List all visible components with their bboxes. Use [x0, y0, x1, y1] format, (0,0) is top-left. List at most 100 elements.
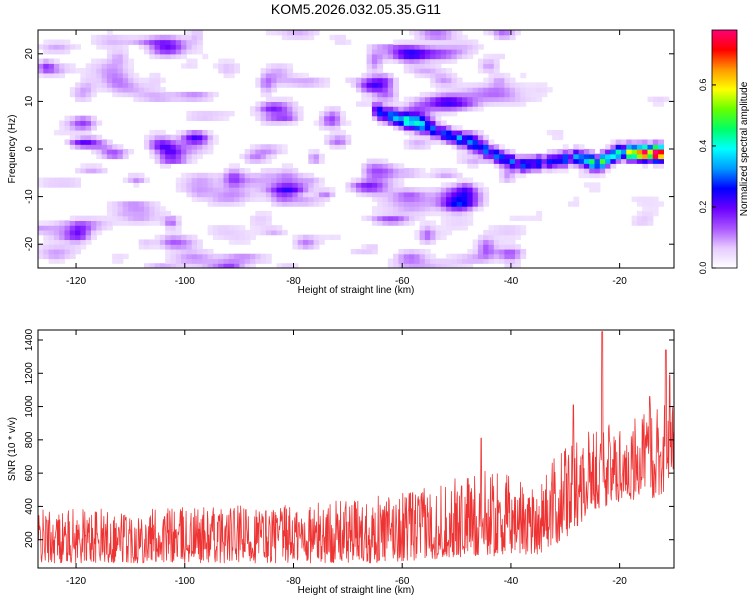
- heatmap-cell: [308, 196, 315, 202]
- heatmap-cell: [239, 258, 246, 264]
- heatmap-cell: [414, 196, 421, 202]
- heatmap-cell: [101, 225, 108, 231]
- heatmap-cell: [292, 196, 299, 202]
- heatmap-cell: [340, 34, 346, 41]
- heatmap-cell: [525, 158, 532, 164]
- heatmap-cell: [297, 191, 304, 198]
- heatmap-cell: [451, 58, 458, 64]
- heatmap-cell: [440, 30, 447, 36]
- heatmap-cell: [271, 144, 278, 150]
- heatmap-cell: [117, 258, 124, 264]
- heatmap-cell: [361, 244, 368, 250]
- heatmap-cell: [398, 53, 405, 60]
- heatmap-cell: [154, 206, 161, 212]
- heatmap-cell: [197, 253, 203, 260]
- heatmap-cell: [409, 68, 415, 74]
- heatmap-cell: [38, 182, 44, 188]
- heatmap-cell: [128, 206, 134, 212]
- heatmap-cell: [520, 215, 527, 221]
- heatmap-cell: [59, 49, 66, 55]
- heatmap-cell: [414, 234, 421, 241]
- heatmap-cell: [175, 182, 182, 188]
- heatmap-cell: [462, 258, 468, 264]
- heatmap-cell: [393, 172, 399, 179]
- heatmap-cell: [191, 30, 198, 36]
- heatmap-cell: [128, 34, 134, 41]
- heatmap-cell: [605, 168, 611, 174]
- heatmap-cell: [546, 129, 553, 136]
- heatmap-cell: [64, 68, 71, 74]
- heatmap-cell: [499, 172, 505, 179]
- heatmap-cell: [446, 229, 452, 236]
- heatmap-cell: [393, 101, 399, 107]
- heatmap-cell: [610, 163, 617, 169]
- heatmap-cell: [329, 106, 336, 112]
- heatmap-cell: [366, 182, 373, 188]
- heatmap-cell: [419, 34, 426, 41]
- heatmap-cell: [515, 96, 521, 102]
- heatmap-cell: [562, 158, 569, 164]
- heatmap-cell: [181, 258, 187, 264]
- heatmap-cell: [112, 144, 119, 150]
- heatmap-cell: [430, 106, 437, 112]
- heatmap-cell: [509, 253, 516, 260]
- heatmap-cell: [419, 44, 426, 50]
- heatmap-cell: [297, 234, 304, 241]
- heatmap-cell: [75, 234, 81, 241]
- heatmap-cell: [578, 149, 585, 155]
- heatmap-cell: [568, 201, 574, 207]
- heatmap-cell: [281, 163, 288, 169]
- heatmap-cell: [85, 120, 92, 126]
- heatmap-cell: [424, 44, 431, 50]
- heatmap-cell: [265, 158, 272, 164]
- heatmap-cell: [244, 191, 251, 198]
- heatmap-cell: [387, 163, 394, 169]
- heatmap-cell: [202, 96, 209, 102]
- heatmap-cell: [472, 163, 479, 169]
- heatmap-cell: [499, 258, 505, 264]
- heatmap-cell: [191, 49, 198, 55]
- heatmap-cell: [467, 39, 474, 45]
- heatmap-cell: [313, 77, 320, 83]
- heatmap-cell: [297, 82, 304, 88]
- heatmap-cell: [85, 225, 92, 231]
- heatmap-cell: [313, 196, 320, 202]
- heatmap-cell: [165, 215, 172, 221]
- heatmap-cell: [345, 134, 352, 141]
- heatmap-cell: [488, 30, 495, 36]
- heatmap-cell: [53, 72, 60, 79]
- snr-y-tick-label: 1000: [24, 395, 35, 418]
- heatmap-cell: [38, 58, 44, 64]
- heatmap-cell: [53, 234, 60, 241]
- heatmap-cell: [117, 149, 124, 155]
- heatmap-cell: [446, 182, 452, 188]
- heatmap-cell: [568, 153, 574, 160]
- heatmap-cell: [297, 34, 304, 41]
- heatmap-cell: [48, 68, 55, 74]
- heatmap-cell: [128, 172, 134, 179]
- heatmap-cell: [419, 187, 426, 193]
- heatmap-cell: [287, 201, 293, 207]
- heatmap-cell: [265, 177, 272, 183]
- heatmap-cell: [615, 144, 622, 150]
- heatmap-cell: [276, 63, 283, 69]
- heatmap-cell: [541, 82, 548, 88]
- heatmap-cell: [424, 39, 431, 45]
- heatmap-cell: [69, 182, 76, 188]
- heatmap-cell: [440, 91, 447, 98]
- heatmap-cell: [308, 30, 315, 36]
- heatmap-cell: [197, 49, 203, 55]
- heatmap-cell: [361, 248, 368, 255]
- heatmap-cell: [38, 244, 44, 250]
- heatmap-cell: [419, 248, 426, 255]
- heatmap-cell: [419, 196, 426, 202]
- heatmap-cell: [403, 144, 410, 150]
- heatmap-cell: [621, 149, 627, 155]
- heatmap-cell: [75, 182, 81, 188]
- heatmap-cell: [371, 106, 378, 112]
- heatmap-cell: [621, 158, 627, 164]
- heatmap-cell: [265, 91, 272, 98]
- heatmap-cell: [133, 82, 140, 88]
- heatmap-cell: [75, 229, 81, 236]
- heatmap-cell: [43, 234, 50, 241]
